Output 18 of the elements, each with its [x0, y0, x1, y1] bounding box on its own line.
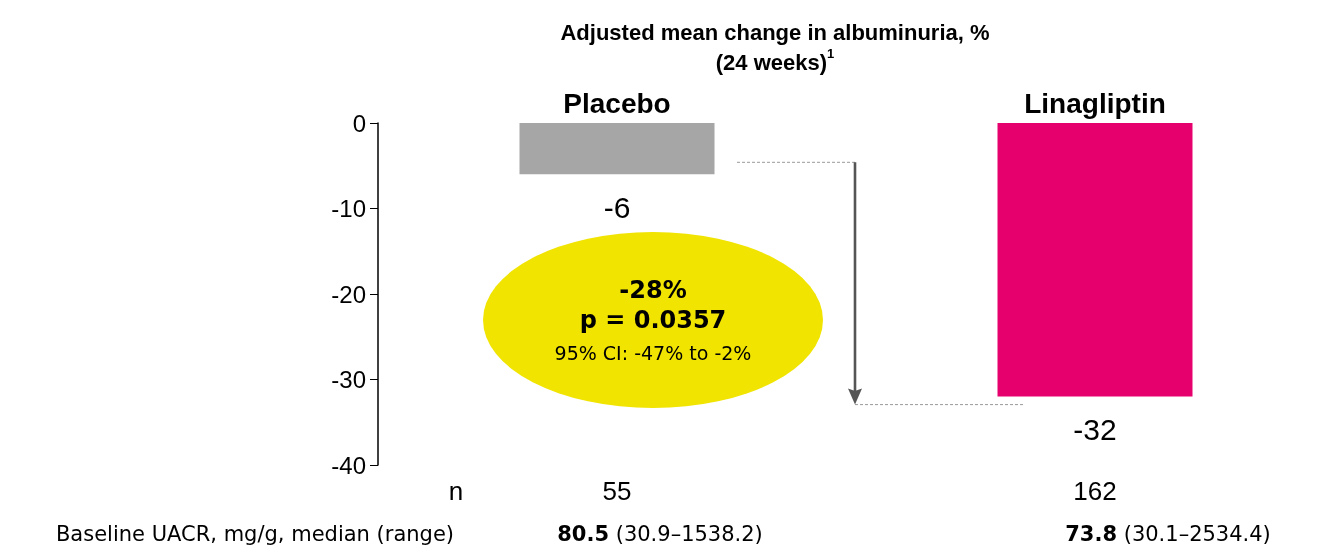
y-tick-label: -10 — [331, 195, 366, 222]
annotation: -28% — [619, 276, 687, 304]
text: 73.8 (30.1–2534.4) — [1065, 522, 1271, 546]
y-tick-label: 0 — [352, 109, 366, 137]
text: 80.5 (30.9–1538.2) — [557, 522, 763, 546]
text: n — [448, 476, 464, 507]
annotation: 95% CI: -47% to -2% — [554, 342, 752, 364]
y-tick-label: -30 — [331, 366, 366, 393]
text: 162 — [1073, 476, 1117, 507]
y-tick-label: -20 — [331, 280, 366, 308]
y-tick-label: -40 — [331, 451, 366, 479]
text: Baseline UACR, mg/g, median (range) — [55, 522, 455, 546]
x-tick-label: Linagliptin — [1024, 87, 1166, 119]
x-tick-label: Placebo — [563, 87, 671, 119]
text: 55 — [602, 476, 632, 507]
data-label: -32 — [1073, 413, 1117, 447]
data-label: -6 — [603, 190, 631, 224]
annotation: p = 0.0357 — [579, 306, 727, 334]
